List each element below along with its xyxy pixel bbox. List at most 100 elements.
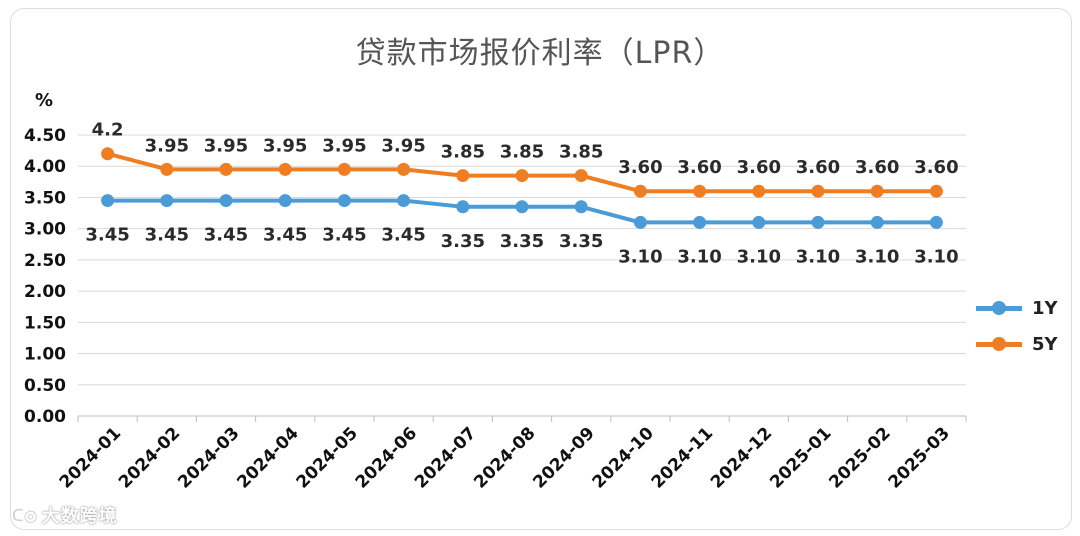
data-point-1y: [574, 200, 588, 214]
data-point-5y: [574, 169, 588, 183]
y-tick-label: 3.50: [24, 188, 66, 208]
legend-item-5y: 5Y: [976, 326, 1058, 362]
data-label-1y: 3.45: [263, 225, 307, 246]
data-label-1y: 3.45: [381, 225, 425, 246]
legend-swatch-5y: [976, 336, 1022, 351]
data-label-5y: 3.95: [381, 135, 425, 156]
x-tick-label: 2024-02: [115, 423, 184, 492]
data-label-5y: 3.95: [263, 135, 307, 156]
data-label-5y: 3.60: [737, 157, 781, 178]
legend-label-1y: 1Y: [1032, 297, 1058, 319]
chart-frame: [10, 8, 1072, 530]
legend-marker-5y: [992, 336, 1006, 351]
x-tick-label: 2024-03: [174, 423, 243, 492]
x-tick-label: 2025-02: [825, 423, 894, 492]
data-label-1y: 3.10: [737, 246, 781, 267]
y-tick-label: 1.00: [24, 345, 66, 365]
data-point-5y: [456, 169, 470, 183]
y-tick-label: 2.50: [24, 251, 66, 271]
legend-item-1y: 1Y: [976, 290, 1058, 326]
data-point-5y: [101, 147, 115, 161]
x-tick-label: 2024-06: [352, 423, 421, 492]
y-tick-label: 4.00: [24, 157, 66, 177]
data-point-1y: [160, 194, 174, 208]
data-point-1y: [515, 200, 529, 214]
data-point-1y: [337, 194, 351, 208]
data-point-1y: [278, 194, 292, 208]
data-point-1y: [219, 194, 233, 208]
legend: 1Y 5Y: [976, 290, 1058, 362]
y-axis-unit: %: [35, 90, 54, 111]
data-label-5y: 3.95: [145, 135, 189, 156]
legend-label-5y: 5Y: [1032, 333, 1058, 355]
data-label-5y: 3.85: [559, 142, 603, 163]
data-label-5y: 3.60: [914, 157, 958, 178]
data-point-5y: [278, 162, 292, 176]
data-point-5y: [929, 184, 943, 198]
data-point-5y: [752, 184, 766, 198]
data-label-1y: 3.35: [500, 231, 544, 252]
data-label-5y: 3.85: [500, 142, 544, 163]
data-label-5y: 3.60: [796, 157, 840, 178]
y-tick-label: 1.50: [24, 313, 66, 333]
x-tick-label: 2024-12: [707, 423, 776, 492]
data-point-1y: [752, 215, 766, 229]
data-label-5y: 3.60: [618, 157, 662, 178]
data-point-5y: [219, 162, 233, 176]
x-tick-label: 2024-04: [233, 423, 302, 492]
data-point-1y: [397, 194, 411, 208]
data-label-1y: 3.45: [85, 225, 129, 246]
x-tick-label: 2024-10: [589, 423, 658, 492]
data-label-1y: 3.10: [677, 246, 721, 267]
x-tick-label: 2024-11: [648, 423, 717, 492]
chart-title: 贷款市场报价利率（LPR）: [355, 36, 725, 71]
data-label-1y: 3.35: [559, 231, 603, 252]
y-tick-label: 0.00: [24, 407, 66, 427]
data-label-5y: 3.60: [855, 157, 899, 178]
data-label-1y: 3.45: [204, 225, 248, 246]
data-label-5y: 3.60: [677, 157, 721, 178]
data-label-5y: 3.95: [322, 135, 366, 156]
data-label-1y: 3.35: [441, 231, 485, 252]
data-point-5y: [397, 162, 411, 176]
legend-swatch-1y: [976, 300, 1022, 315]
data-label-1y: 3.10: [914, 246, 958, 267]
data-point-1y: [633, 215, 647, 229]
data-point-1y: [870, 215, 884, 229]
data-point-5y: [160, 162, 174, 176]
x-tick-label: 2024-09: [529, 423, 598, 492]
x-tick-label: 2024-07: [411, 423, 480, 492]
x-tick-label: 2024-05: [293, 423, 362, 492]
data-point-5y: [693, 184, 707, 198]
x-tick-label: 2025-01: [766, 423, 835, 492]
y-tick-label: 4.50: [24, 126, 66, 146]
data-label-1y: 3.10: [618, 246, 662, 267]
data-point-1y: [693, 215, 707, 229]
y-tick-label: 0.50: [24, 376, 66, 396]
data-label-1y: 3.10: [855, 246, 899, 267]
data-label-5y: 3.85: [441, 142, 485, 163]
watermark-logo-icon: ᑕ◎: [12, 505, 38, 525]
data-point-5y: [515, 169, 529, 183]
x-tick-label: 2025-03: [885, 423, 954, 492]
y-tick-label: 2.00: [24, 282, 66, 302]
watermark: ᑕ◎ 大数跨境: [12, 502, 118, 528]
data-point-5y: [337, 162, 351, 176]
data-point-5y: [811, 184, 825, 198]
data-label-5y: 3.95: [204, 135, 248, 156]
data-point-1y: [101, 194, 115, 208]
x-tick-label: 2024-01: [56, 423, 125, 492]
data-point-1y: [811, 215, 825, 229]
x-tick-label: 2024-08: [470, 423, 539, 492]
data-point-5y: [870, 184, 884, 198]
data-point-5y: [633, 184, 647, 198]
data-label-1y: 3.45: [145, 225, 189, 246]
data-label-5y: 4.2: [92, 120, 124, 141]
y-tick-label: 3.00: [24, 220, 66, 240]
legend-marker-1y: [992, 300, 1006, 315]
data-label-1y: 3.45: [322, 225, 366, 246]
watermark-text: 大数跨境: [41, 506, 118, 527]
data-point-1y: [456, 200, 470, 214]
data-label-1y: 3.10: [796, 246, 840, 267]
